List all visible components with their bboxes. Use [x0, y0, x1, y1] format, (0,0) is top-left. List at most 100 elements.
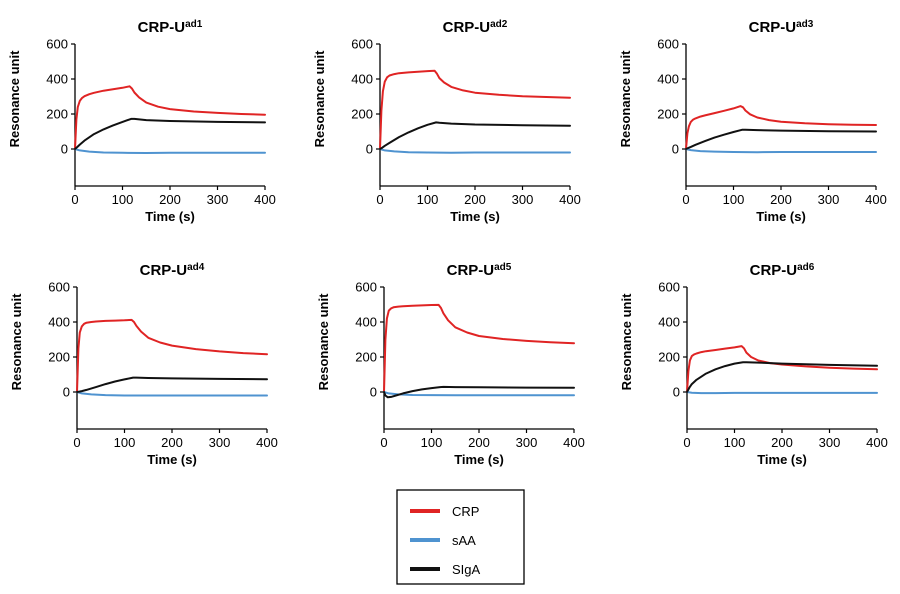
y-tick-label: 200	[355, 350, 377, 365]
y-tick-label: 0	[63, 385, 70, 400]
y-axis-label: Resonance unit	[619, 293, 634, 390]
y-tick-label: 0	[366, 142, 373, 157]
y-tick-label: 400	[355, 315, 377, 330]
x-tick-label: 400	[559, 192, 581, 207]
y-tick-label: 0	[61, 142, 68, 157]
x-tick-label: 200	[771, 435, 793, 450]
series-line-crp	[76, 318, 268, 393]
series-line-crp	[383, 303, 575, 393]
y-tick-label: 200	[48, 350, 70, 365]
y-axis-label: Resonance unit	[618, 50, 633, 147]
legend-label-siga: SIgA	[452, 562, 481, 577]
chart-panel-4: CRP-Uad4 Resonance unit 0 200 400 600 0 100 200 3…	[9, 262, 278, 467]
x-tick-label: 0	[71, 192, 78, 207]
chart-panel-2: CRP-Uad2 Resonance unit 0 200 400 600 0 100 200 3…	[312, 19, 581, 224]
x-tick-label: 200	[161, 435, 183, 450]
y-tick-label: 0	[370, 385, 377, 400]
y-tick-label: 600	[351, 37, 373, 52]
y-tick-label: 400	[46, 72, 68, 87]
panel-title: CRP-Uad3	[749, 19, 814, 36]
x-tick-label: 300	[819, 435, 841, 450]
panel-title: CRP-Uad2	[443, 19, 508, 36]
y-tick-label: 0	[672, 142, 679, 157]
y-tick-label: 200	[46, 107, 68, 122]
x-tick-label: 400	[256, 435, 278, 450]
x-tick-label: 0	[380, 435, 387, 450]
y-tick-label: 0	[673, 385, 680, 400]
x-axis-label: Time (s)	[450, 209, 500, 224]
series-line-siga	[383, 385, 575, 399]
x-axis-label: Time (s)	[454, 452, 504, 467]
x-tick-label: 300	[512, 192, 534, 207]
panel-title: CRP-Uad5	[447, 262, 512, 279]
chart-panel-1: CRP-Uad1 Resonance unit 0 200 400 600 0 100 200 3…	[7, 19, 276, 224]
x-tick-label: 100	[112, 192, 134, 207]
y-tick-label: 400	[658, 315, 680, 330]
series-line-saa	[686, 391, 878, 395]
x-tick-label: 400	[254, 192, 276, 207]
x-tick-label: 400	[866, 435, 888, 450]
panel-title-superscript: ad2	[490, 19, 508, 30]
series-line-saa	[379, 148, 571, 154]
y-axis-label: Resonance unit	[7, 50, 22, 147]
y-tick-label: 600	[48, 280, 70, 295]
legend-label-saa: sAA	[452, 533, 476, 548]
legend: CRP sAA SIgA	[396, 489, 525, 585]
series-line-siga	[74, 117, 266, 150]
x-tick-label: 200	[464, 192, 486, 207]
x-tick-label: 400	[563, 435, 585, 450]
series-line-siga	[379, 121, 571, 150]
panel-title: CRP-Uad1	[138, 19, 203, 36]
x-tick-label: 300	[207, 192, 229, 207]
y-tick-label: 600	[355, 280, 377, 295]
x-tick-label: 100	[421, 435, 443, 450]
series-line-crp	[686, 345, 878, 393]
x-tick-label: 300	[516, 435, 538, 450]
x-tick-label: 300	[209, 435, 231, 450]
x-tick-label: 100	[114, 435, 136, 450]
x-axis-label: Time (s)	[147, 452, 197, 467]
x-tick-label: 200	[159, 192, 181, 207]
y-tick-label: 400	[48, 315, 70, 330]
series-line-siga	[685, 128, 877, 150]
panel-title-superscript: ad5	[494, 262, 512, 273]
series-line-saa	[74, 148, 266, 154]
x-tick-label: 200	[468, 435, 490, 450]
y-tick-label: 600	[657, 37, 679, 52]
x-tick-label: 100	[724, 435, 746, 450]
y-tick-label: 200	[351, 107, 373, 122]
chart-panel-3: CRP-Uad3 Resonance unit 0 200 400 600 0 100 200 3…	[618, 19, 887, 224]
panel-title-superscript: ad1	[185, 19, 203, 30]
chart-panel-5: CRP-Uad5 Resonance unit 0 200 400 600 0 100 200 3…	[316, 262, 585, 467]
x-tick-label: 0	[682, 192, 689, 207]
y-tick-label: 600	[46, 37, 68, 52]
x-tick-label: 0	[376, 192, 383, 207]
x-axis-label: Time (s)	[756, 209, 806, 224]
series-line-crp	[379, 69, 571, 150]
panel-title: CRP-Uad4	[140, 262, 205, 279]
y-axis-label: Resonance unit	[316, 293, 331, 390]
panel-title-superscript: ad4	[187, 262, 205, 273]
y-tick-label: 200	[657, 107, 679, 122]
y-tick-label: 200	[658, 350, 680, 365]
x-tick-label: 300	[818, 192, 840, 207]
y-axis-label: Resonance unit	[9, 293, 24, 390]
series-line-siga	[686, 361, 878, 393]
chart-panel-6: CRP-Uad6 Resonance unit 0 200 400 600 0 100 200 3…	[619, 262, 888, 467]
x-tick-label: 0	[683, 435, 690, 450]
y-tick-label: 400	[657, 72, 679, 87]
y-axis-label: Resonance unit	[312, 50, 327, 147]
x-tick-label: 0	[73, 435, 80, 450]
x-tick-label: 100	[723, 192, 745, 207]
panel-title-superscript: ad6	[797, 262, 815, 273]
legend-label-crp: CRP	[452, 504, 479, 519]
series-line-crp	[74, 85, 266, 150]
x-axis-label: Time (s)	[145, 209, 195, 224]
panel-title: CRP-Uad6	[750, 262, 815, 279]
x-tick-label: 200	[770, 192, 792, 207]
series-line-saa	[383, 391, 575, 397]
series-line-crp	[685, 105, 877, 150]
y-tick-label: 600	[658, 280, 680, 295]
series-line-saa	[76, 391, 268, 397]
